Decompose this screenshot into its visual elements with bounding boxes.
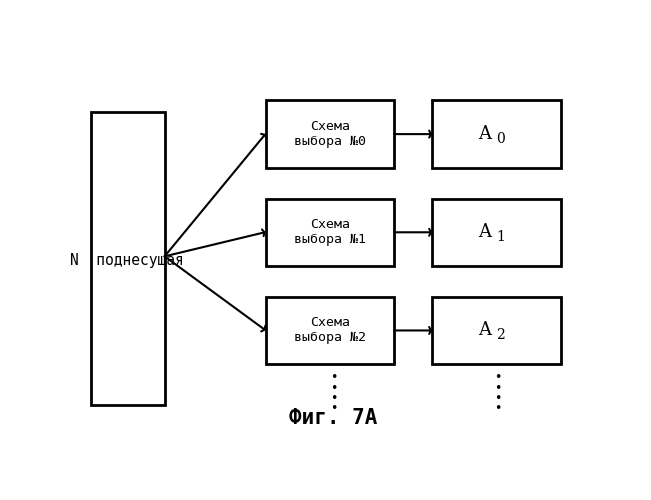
Bar [266,198,394,266]
Text: •: • [330,402,337,415]
Text: •: • [494,392,501,405]
Bar [432,198,561,266]
Text: A: A [478,322,492,340]
Text: •: • [330,371,337,384]
Text: •: • [330,392,337,405]
Text: •: • [494,371,501,384]
Text: Схема
выбора №2: Схема выбора №2 [294,316,366,344]
Bar [266,297,394,364]
Text: 2: 2 [496,328,505,342]
Text: Фиг. 7А: Фиг. 7А [290,408,378,428]
Text: 1: 1 [496,230,505,244]
Text: A: A [478,125,492,143]
Bar [432,297,561,364]
Bar [266,100,394,168]
Text: •: • [494,402,501,415]
Text: •: • [494,382,501,394]
Text: N  поднесущая: N поднесущая [70,252,184,268]
Bar [91,112,165,405]
Text: 0: 0 [496,132,505,145]
Text: A: A [478,224,492,242]
Text: Схема
выбора №1: Схема выбора №1 [294,218,366,246]
Text: •: • [330,382,337,394]
Text: Схема
выбора №0: Схема выбора №0 [294,120,366,148]
Bar [432,100,561,168]
